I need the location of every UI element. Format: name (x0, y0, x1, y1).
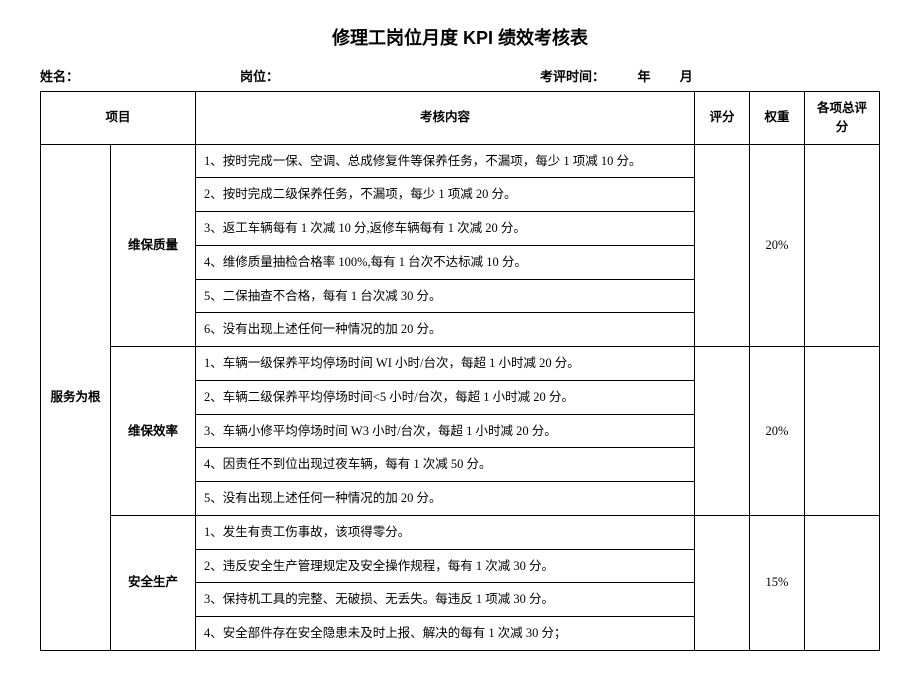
form-header: 姓名： 岗位： 考评时间： 年 月 (40, 66, 880, 85)
time-prefix: 考评时间： (540, 69, 605, 84)
table-row: 安全生产1、发生有责工伤事故，该项得零分。15% (41, 515, 880, 549)
content-cell: 5、没有出现上述任何一种情况的加 20 分。 (196, 482, 695, 516)
content-cell: 2、违反安全生产管理规定及安全操作规程，每有 1 次减 30 分。 (196, 549, 695, 583)
table-header-row: 项目 考核内容 评分 权重 各项总评分 (41, 92, 880, 145)
score-cell (695, 144, 750, 347)
content-cell: 1、车辆一级保养平均停场时间 WI 小时/台次，每超 1 小时减 20 分。 (196, 347, 695, 381)
content-cell: 6、没有出现上述任何一种情况的加 20 分。 (196, 313, 695, 347)
col-content: 考核内容 (196, 92, 695, 145)
score-cell (695, 347, 750, 516)
section-name-cell: 维保质量 (111, 144, 196, 347)
content-cell: 5、二保抽查不合格，每有 1 台次减 30 分。 (196, 279, 695, 313)
content-cell: 1、发生有责工伤事故，该项得零分。 (196, 515, 695, 549)
page-title: 修理工岗位月度 KPI 绩效考核表 (40, 24, 880, 50)
total-cell (805, 515, 880, 650)
content-cell: 2、车辆二级保养平均停场时间<5 小时/台次，每超 1 小时减 20 分。 (196, 380, 695, 414)
col-score: 评分 (695, 92, 750, 145)
col-project: 项目 (41, 92, 196, 145)
total-cell (805, 347, 880, 516)
total-cell (805, 144, 880, 347)
content-cell: 2、按时完成二级保养任务，不漏项，每少 1 项减 20 分。 (196, 178, 695, 212)
table-row: 维保效率1、车辆一级保养平均停场时间 WI 小时/台次，每超 1 小时减 20 … (41, 347, 880, 381)
month-label: 月 (680, 69, 693, 84)
year-label: 年 (638, 69, 651, 84)
col-weight: 权重 (750, 92, 805, 145)
section-name-cell: 安全生产 (111, 515, 196, 650)
content-cell: 4、维修质量抽检合格率 100%,每有 1 台次不达标减 10 分。 (196, 245, 695, 279)
weight-cell: 20% (750, 347, 805, 516)
position-label: 岗位： (240, 66, 540, 85)
table-row: 服务为根维保质量1、按时完成一保、空调、总成修复件等保养任务，不漏项，每少 1 … (41, 144, 880, 178)
kpi-table: 项目 考核内容 评分 权重 各项总评分 服务为根维保质量1、按时完成一保、空调、… (40, 91, 880, 651)
content-cell: 1、按时完成一保、空调、总成修复件等保养任务，不漏项，每少 1 项减 10 分。 (196, 144, 695, 178)
content-cell: 3、返工车辆每有 1 次减 10 分,返修车辆每有 1 次减 20 分。 (196, 212, 695, 246)
content-cell: 4、安全部件存在安全隐患未及时上报、解决的每有 1 次减 30 分； (196, 617, 695, 651)
content-cell: 3、保持机工具的完整、无破损、无丢失。每违反 1 项减 30 分。 (196, 583, 695, 617)
section-name-cell: 维保效率 (111, 347, 196, 516)
weight-cell: 15% (750, 515, 805, 650)
weight-cell: 20% (750, 144, 805, 347)
score-cell (695, 515, 750, 650)
name-label: 姓名： (40, 66, 240, 85)
category-cell: 服务为根 (41, 144, 111, 650)
time-label: 考评时间： 年 月 (540, 66, 880, 85)
content-cell: 3、车辆小修平均停场时间 W3 小时/台次，每超 1 小时减 20 分。 (196, 414, 695, 448)
content-cell: 4、因责任不到位出现过夜车辆，每有 1 次减 50 分。 (196, 448, 695, 482)
col-total: 各项总评分 (805, 92, 880, 145)
